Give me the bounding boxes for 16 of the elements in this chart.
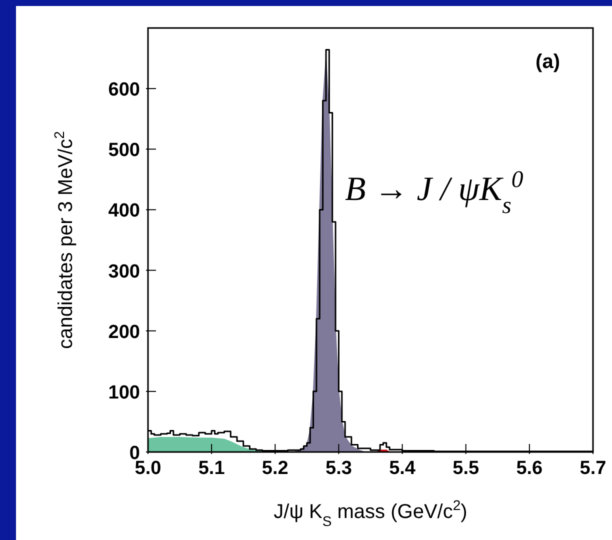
x-tick-label: 5.0: [134, 458, 162, 479]
x-tick-label: 5.6: [516, 458, 543, 479]
y-tick-label: 300: [108, 261, 140, 282]
x-tick-label: 5.4: [389, 458, 416, 479]
y-tick-label: 500: [108, 140, 140, 162]
x-tick-label: 5.1: [198, 458, 226, 479]
annotation: (a): [536, 51, 560, 73]
y-tick-label: 100: [108, 382, 140, 404]
x-axis-title: J/ψ K$_{S}$ mass (GeV/c$^{2}$): [274, 497, 468, 529]
y-tick-label: 200: [108, 322, 140, 343]
y-tick-label: 400: [108, 200, 140, 222]
x-tick-label: 5.3: [326, 458, 352, 479]
x-tick-label: 5.5: [452, 458, 480, 479]
x-tick-label: 5.7: [580, 458, 606, 479]
y-tick-label: 600: [108, 80, 140, 101]
x-tick-label: 5.2: [262, 458, 288, 479]
